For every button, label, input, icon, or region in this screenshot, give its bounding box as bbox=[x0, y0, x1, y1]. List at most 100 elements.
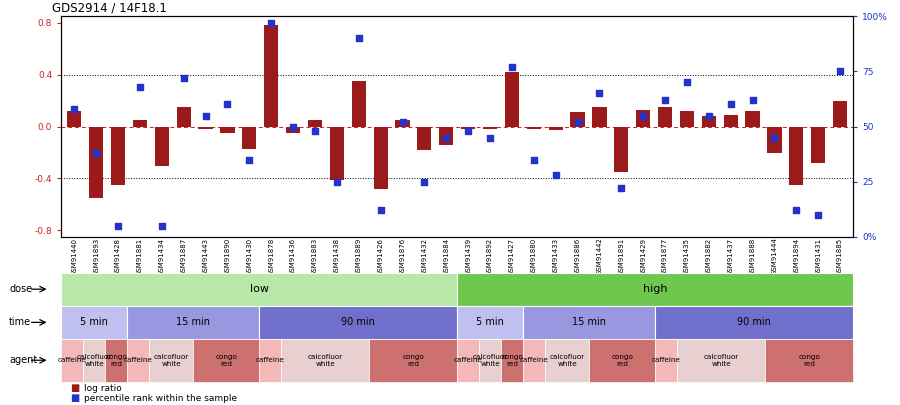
Bar bbox=[395, 120, 410, 126]
Text: congo
red: congo red bbox=[798, 354, 820, 367]
Point bbox=[482, 134, 497, 141]
Bar bbox=[505, 72, 519, 126]
Bar bbox=[329, 126, 344, 180]
Bar bbox=[789, 126, 804, 185]
Text: congo
red: congo red bbox=[611, 354, 633, 367]
Point bbox=[461, 128, 475, 134]
Bar bbox=[461, 126, 475, 129]
Text: caffeine: caffeine bbox=[520, 357, 549, 363]
Point bbox=[789, 207, 804, 214]
Bar bbox=[286, 126, 301, 133]
Point bbox=[89, 150, 104, 156]
Text: calcofluor
white: calcofluor white bbox=[154, 354, 189, 367]
Point bbox=[395, 119, 410, 126]
Bar bbox=[352, 81, 366, 126]
Text: calcofluor
white: calcofluor white bbox=[472, 354, 508, 367]
Point bbox=[242, 156, 256, 163]
Text: percentile rank within the sample: percentile rank within the sample bbox=[84, 394, 237, 403]
Point bbox=[176, 75, 191, 81]
Bar bbox=[614, 126, 628, 172]
Text: GDS2914 / 14F18.1: GDS2914 / 14F18.1 bbox=[52, 1, 167, 14]
Bar bbox=[308, 120, 322, 126]
Point bbox=[636, 112, 651, 119]
Point bbox=[352, 35, 366, 42]
Point bbox=[374, 207, 388, 214]
Point bbox=[68, 106, 82, 112]
Point bbox=[286, 123, 301, 130]
Text: 90 min: 90 min bbox=[737, 318, 771, 327]
Point bbox=[198, 112, 212, 119]
Text: caffeine: caffeine bbox=[124, 357, 153, 363]
Point bbox=[155, 223, 169, 229]
Point bbox=[220, 101, 235, 108]
Point bbox=[571, 119, 585, 126]
Point bbox=[811, 212, 825, 218]
Bar bbox=[133, 120, 147, 126]
Text: caffeine: caffeine bbox=[652, 357, 680, 363]
Text: 5 min: 5 min bbox=[476, 318, 504, 327]
Bar bbox=[833, 100, 847, 126]
Point bbox=[505, 64, 519, 70]
Bar bbox=[526, 126, 541, 129]
Bar bbox=[176, 107, 191, 126]
Bar bbox=[768, 126, 781, 153]
Point bbox=[702, 112, 716, 119]
Point bbox=[111, 223, 125, 229]
Bar bbox=[418, 126, 431, 150]
Bar bbox=[745, 111, 760, 126]
Point bbox=[745, 97, 760, 103]
Bar bbox=[483, 126, 497, 129]
Point bbox=[592, 90, 607, 97]
Text: high: high bbox=[643, 284, 668, 294]
Text: time: time bbox=[9, 318, 32, 327]
Text: agent: agent bbox=[9, 355, 37, 365]
Text: calcofluor
white: calcofluor white bbox=[308, 354, 343, 367]
Text: congo
red: congo red bbox=[215, 354, 237, 367]
Bar bbox=[155, 126, 169, 166]
Text: 15 min: 15 min bbox=[572, 318, 607, 327]
Text: 90 min: 90 min bbox=[341, 318, 375, 327]
Text: congo
red: congo red bbox=[501, 354, 523, 367]
Bar bbox=[68, 111, 81, 126]
Point bbox=[133, 83, 148, 90]
Point bbox=[767, 134, 781, 141]
Point bbox=[526, 156, 541, 163]
Text: low: low bbox=[249, 284, 269, 294]
Bar bbox=[724, 115, 738, 126]
Point bbox=[832, 68, 847, 75]
Text: caffeine: caffeine bbox=[256, 357, 284, 363]
Point bbox=[439, 134, 454, 141]
Text: 5 min: 5 min bbox=[80, 318, 108, 327]
Bar bbox=[242, 126, 256, 149]
Bar bbox=[592, 107, 607, 126]
Bar bbox=[89, 126, 104, 198]
Bar bbox=[374, 126, 388, 189]
Text: ■: ■ bbox=[70, 383, 79, 393]
Text: caffeine: caffeine bbox=[454, 357, 482, 363]
Point bbox=[548, 172, 562, 178]
Point bbox=[308, 128, 322, 134]
Point bbox=[614, 185, 628, 192]
Point bbox=[680, 79, 694, 86]
Point bbox=[264, 19, 278, 26]
Text: caffeine: caffeine bbox=[58, 357, 86, 363]
Bar bbox=[702, 116, 716, 126]
Text: calcofluor
white: calcofluor white bbox=[76, 354, 112, 367]
Bar bbox=[571, 112, 585, 126]
Text: 15 min: 15 min bbox=[176, 318, 211, 327]
Bar bbox=[658, 107, 672, 126]
Bar bbox=[439, 126, 454, 145]
Text: log ratio: log ratio bbox=[84, 384, 122, 393]
Bar bbox=[811, 126, 825, 163]
Bar bbox=[220, 126, 235, 133]
Text: ■: ■ bbox=[70, 393, 79, 403]
Text: calcofluor
white: calcofluor white bbox=[550, 354, 585, 367]
Bar bbox=[264, 25, 278, 126]
Bar bbox=[199, 126, 212, 129]
Bar bbox=[548, 126, 562, 130]
Text: congo
red: congo red bbox=[402, 354, 424, 367]
Bar bbox=[636, 110, 651, 126]
Point bbox=[329, 179, 344, 185]
Point bbox=[724, 101, 738, 108]
Point bbox=[658, 97, 672, 103]
